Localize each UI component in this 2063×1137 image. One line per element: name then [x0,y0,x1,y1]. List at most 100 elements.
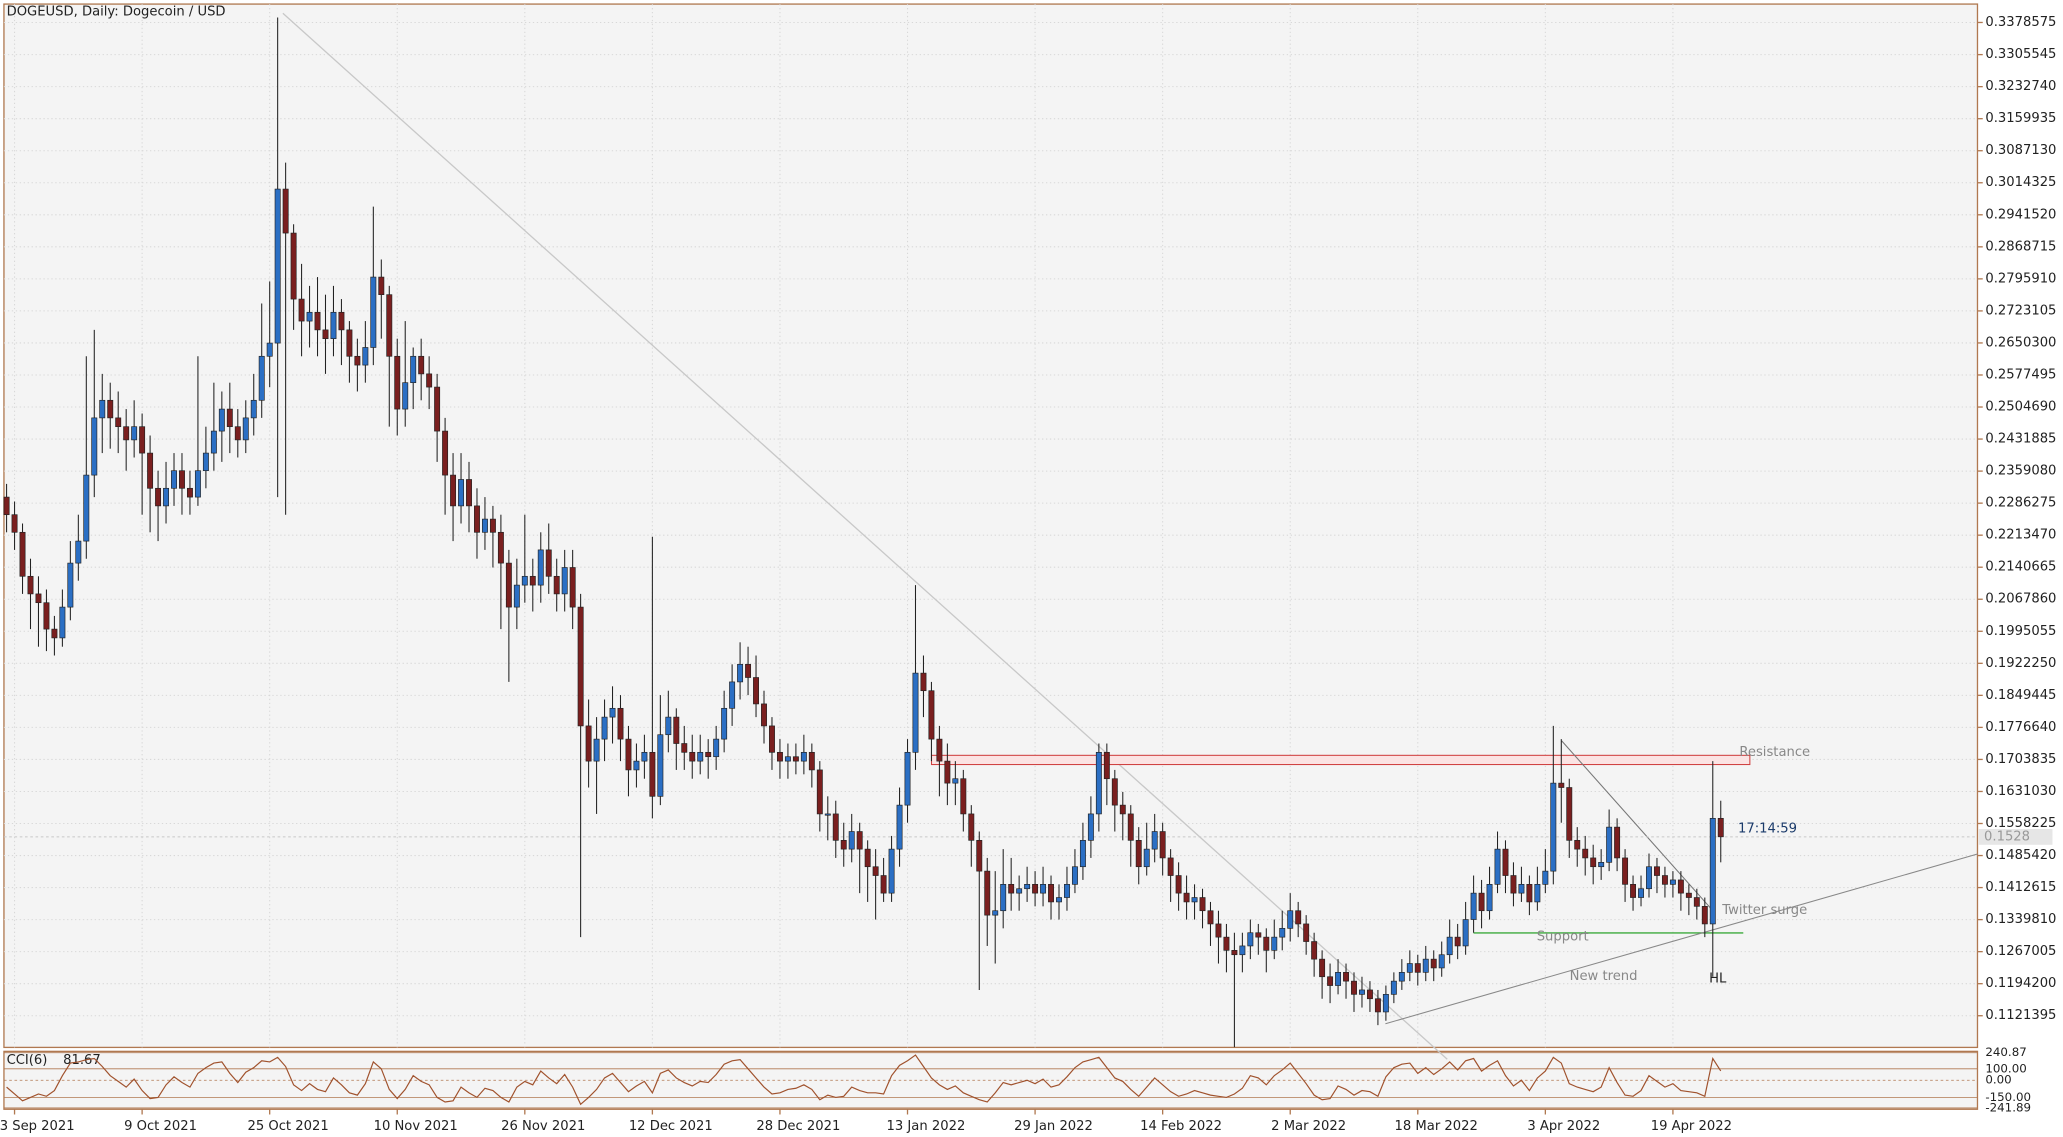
candle-body [67,562,74,608]
y-tick-label: 0.2795910 [1985,271,2056,286]
y-tick-label: 0.2286275 [1985,496,2056,511]
candles [3,17,1724,1048]
y-tick-label: 0.2213470 [1985,528,2056,543]
cci-tick-label: 0.00 [1985,1073,2011,1087]
candle-body [442,430,449,476]
candle-body [1032,884,1039,894]
y-tick-label: 0.1703835 [1985,752,2056,767]
candle-body [274,188,281,344]
new-trend-line [1385,853,1978,1025]
timer: 17:14:59 [1738,822,1797,837]
candle-body [713,738,720,758]
candle-body [880,875,887,894]
candle-body [968,813,975,841]
y-tick-label: 0.1339810 [1985,912,2056,927]
candle-body [282,188,289,234]
candle-body [1646,866,1652,890]
candle-body [1606,826,1613,863]
candle-body [155,487,162,507]
candle-body [848,831,855,850]
price-tag [1978,829,2053,845]
candle-body [1048,884,1054,903]
candle-body [1470,892,1477,920]
candle-body [83,474,90,542]
candle-body [792,756,799,762]
candle-body [194,470,201,498]
candle-body [832,813,839,841]
candle-body [1701,906,1708,925]
candle-body [107,399,114,419]
candle-body [1159,831,1166,859]
candle-body [705,751,712,758]
candle-body [123,426,130,441]
x-tick-label: 29 Jan 2022 [1014,1119,1093,1134]
candle-body [1207,910,1214,925]
candle-body [1422,958,1429,973]
candle-body [234,426,241,441]
candle-body [928,690,935,740]
candle-body [1024,884,1031,890]
y-tick-label: 0.3232740 [1985,79,2056,94]
candle-body [386,294,393,357]
cci-tick-label: -241.89 [1985,1100,2031,1114]
cci-tick-label: 240.87 [1985,1045,2026,1059]
x-tick-label: 28 Dec 2021 [756,1119,840,1134]
candle-body [1111,778,1118,806]
candle-body [1071,866,1078,885]
candle-body [147,452,154,489]
candle-body [784,756,791,762]
candle-body [609,707,616,718]
candle-body [1231,950,1238,956]
candle-body [1654,866,1660,876]
y-tick-label: 0.2941520 [1985,207,2056,222]
candle-body [1175,875,1182,894]
candle-body [641,751,648,762]
twitter-label: Twitter surge [1721,903,1807,918]
candle-body [1478,892,1485,912]
candle-body [1279,928,1286,938]
candle-body [888,848,895,894]
candle-body [1143,848,1150,868]
candle-body [1622,857,1629,885]
candle-body [131,426,138,441]
candle-body [1183,892,1190,903]
candle-body [721,707,728,740]
candle-body [1677,879,1684,894]
downtrend-line [282,12,1448,1060]
candle-body [1000,884,1007,912]
x-tick-label: 19 Apr 2022 [1651,1119,1732,1134]
x-tick-label: 23 Sep 2021 [0,1119,75,1134]
grid [3,4,1978,1109]
candle-body [737,663,744,683]
candle-body [346,329,353,357]
candle-body [904,751,911,806]
candle-body [960,778,967,815]
candle-body [1087,813,1094,841]
candle-body [394,355,401,410]
y-tick-label: 0.1412615 [1985,880,2056,895]
candle-body [210,430,217,454]
y-tick-label: 0.1194200 [1985,976,2056,991]
breakout-line [1561,740,1711,909]
x-tick-label: 26 Nov 2021 [501,1119,585,1134]
candle-body [1446,936,1453,956]
candle-body [521,575,528,586]
candle-body [1414,963,1421,973]
candle-body [537,549,544,586]
candle-body [529,575,536,586]
candle-body [1614,826,1621,859]
candle-body [601,716,608,740]
cci-tick-label: 100.00 [1985,1061,2026,1075]
y-tick-label: 0.2359080 [1985,464,2056,479]
x-tick-label: 25 Oct 2021 [247,1119,328,1134]
y-tick-label: 0.1267005 [1985,944,2056,959]
candle-body [545,549,552,577]
candle-body [1398,972,1405,982]
candle-body [91,417,98,476]
candle-body [1215,923,1222,938]
candle-body [1151,831,1158,850]
candle-body [434,386,441,432]
candle-body [1374,998,1381,1013]
candle-body [186,487,193,498]
